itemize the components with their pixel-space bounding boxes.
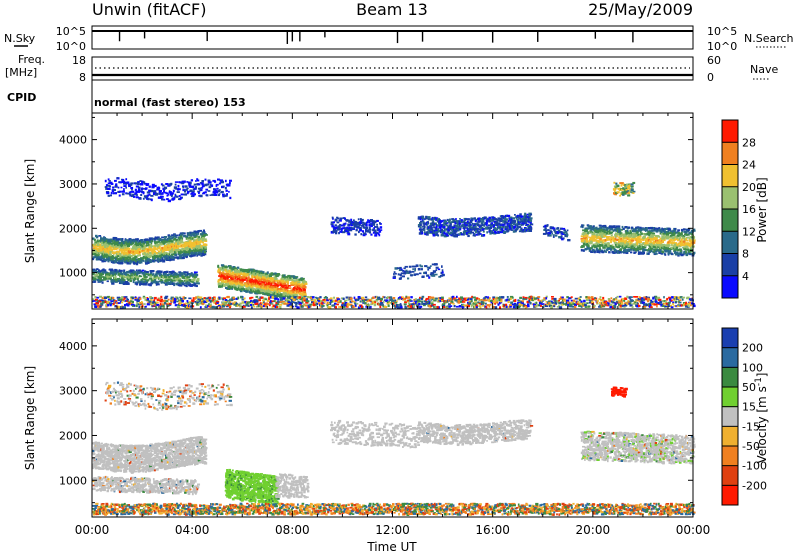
y-tick-label: 4000 [59,340,87,353]
colorbar-swatch [722,347,738,368]
y-ticks: 1000 2000 3000 4000 [59,113,694,309]
y-tick-label: 3000 [59,385,87,398]
nsky-label: N.Sky [4,32,36,45]
nave-label: Nave [750,63,778,76]
y-tick-label: 2000 [59,222,87,235]
time-tick-label: 16:00 [475,523,510,537]
colorbar-tick-label: 20 [742,181,756,194]
velocity-colorbar-label-unit: m s [755,386,769,408]
station-title: Unwin (fitACF) [92,0,206,19]
nave-tick-low: 0 [707,71,714,84]
colorbar-tick-label: 28 [742,136,756,149]
freq-label-line1: Freq. [18,53,45,66]
freq-tick-high: 18 [72,54,86,67]
beam-title: Beam 13 [356,0,428,19]
velocity-colorbar: 200 100 50 15 -15 -50 -100 -200 [721,327,767,506]
velocity-colorbar-label-bracket-open: [ [755,408,769,413]
power-ylabel: Slant Range [km] [23,159,37,263]
velocity-colorbar-label-main: Velocity [755,413,769,464]
colorbar-swatch [722,253,738,277]
freq-label-line2: [MHz] [5,66,37,79]
power-panel: 1000 2000 3000 4000 [59,112,696,310]
time-tick-label: 00:00 [75,523,110,537]
colorbar-tick-label: -200 [742,479,767,492]
colorbar-tick-label: -100 [742,460,767,473]
colorbar-swatch [722,275,738,299]
velocity-ylabel: Slant Range [km] [23,366,37,470]
colorbar-tick-label: -15 [742,420,760,433]
y-tick-label: 3000 [59,178,87,191]
colorbar-swatch [722,446,738,467]
nsky-tick-low: 10^0 [56,40,86,53]
colorbar-swatch [722,485,738,506]
time-tick-label: 12:00 [375,523,410,537]
y-tick-label: 2000 [59,429,87,442]
colorbar-tick-label: 50 [742,381,756,394]
time-tick-label: 04:00 [175,523,210,537]
time-tick-label: 20:00 [576,523,611,537]
colorbar-swatch [722,120,738,143]
cpid-label: CPID [7,91,36,104]
velocity-colorbar-label: Velocity [m s-1] [754,372,769,463]
nsky-panel [91,25,694,50]
colorbar-swatch [722,142,738,165]
colorbar-tick-label: 12 [742,225,756,238]
colorbar-swatch [722,186,738,210]
freq-trace [92,67,693,77]
colorbar-swatch [722,231,738,254]
colorbar-swatch [722,426,738,447]
nsearch-label: N.Search [744,32,794,45]
data-points [92,381,696,516]
data-points [92,177,696,309]
colorbar-swatch [722,367,738,388]
cpid-value: normal (fast stereo) 153 [94,96,246,109]
colorbar-tick-label: -50 [742,440,760,453]
date-title: 25/May/2009 [588,0,693,19]
power-colorbar: 4 8 12 16 20 24 28 [721,119,756,299]
y-tick-label: 1000 [59,267,87,280]
time-axis-label: Time UT [366,540,417,554]
colorbar-tick-label: 8 [742,248,749,261]
y-tick-label: 4000 [59,134,87,147]
colorbar-swatch [722,328,738,349]
colorbar-tick-label: 24 [742,159,756,172]
colorbar-swatch [722,387,738,408]
colorbar-tick-label: 4 [742,270,749,283]
velocity-panel: 1000 2000 3000 4000 [59,318,696,518]
velocity-colorbar-label-bracket-close: ] [755,372,769,377]
colorbar-swatch [722,209,738,232]
nsky-trace [92,30,693,44]
nave-tick-high: 60 [707,54,721,67]
freq-panel [91,56,694,81]
nsearch-tick-high: 10^5 [707,25,737,38]
y-ticks: 1000 2000 3000 4000 [59,319,694,517]
colorbar-swatch [722,465,738,486]
velocity-colorbar-label-exp: -1 [754,377,764,386]
y-tick-label: 1000 [59,474,87,487]
time-tick-label: 08:00 [275,523,310,537]
freq-tick-low: 8 [79,71,86,84]
time-axis: 00:00 04:00 08:00 12:00 16:00 20:00 00:00 [75,523,711,537]
nsky-tick-high: 10^5 [56,25,86,38]
colorbar-tick-label: 200 [742,342,763,355]
nsearch-tick-low: 10^0 [707,40,737,53]
colorbar-tick-label: 16 [742,203,756,216]
power-colorbar-label: Power [dB] [755,177,769,242]
colorbar-swatch [722,406,738,427]
time-tick-label: 00:00 [676,523,711,537]
colorbar-tick-label: 100 [742,361,763,374]
colorbar-tick-label: 15 [742,401,756,414]
colorbar-swatch [722,164,738,188]
